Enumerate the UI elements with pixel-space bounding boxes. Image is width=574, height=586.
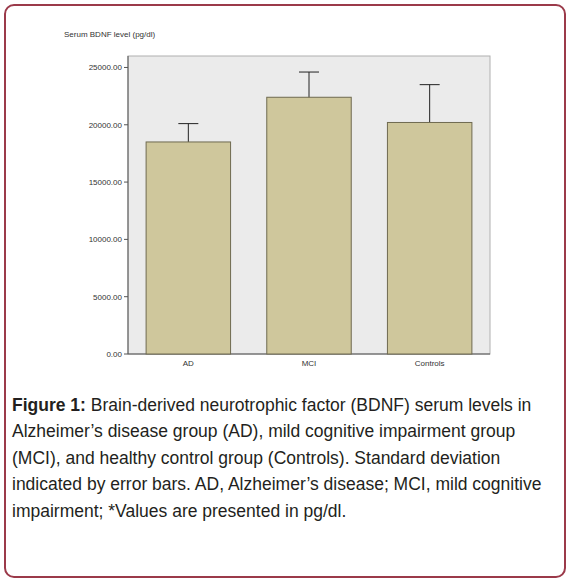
y-tick <box>124 354 128 355</box>
caption-label: Figure 1: <box>12 395 86 415</box>
y-tick <box>124 296 128 297</box>
y-tick-label: 5000.00 <box>93 293 122 302</box>
bar <box>267 97 351 354</box>
bar <box>146 142 230 354</box>
x-tick-label: AD <box>183 359 194 368</box>
y-axis-label: Serum BDNF level (pg/dl) <box>64 30 155 39</box>
plot-background <box>128 56 490 354</box>
y-tick-label: 0.00 <box>106 350 122 359</box>
y-tick-label: 15000.00 <box>89 178 123 187</box>
bar <box>387 122 471 354</box>
y-tick <box>124 239 128 240</box>
x-tick-label: Controls <box>415 359 445 368</box>
y-tick <box>124 182 128 183</box>
y-tick <box>124 124 128 125</box>
x-tick-label: MCI <box>302 359 317 368</box>
caption: Figure 1: Brain-derived neurotrophic fac… <box>12 392 560 524</box>
chart: Serum BDNF level (pg/dl) 0.00 5000.00 10000… <box>0 0 574 390</box>
y-tick-label: 10000.00 <box>89 235 123 244</box>
y-tick-label: 25000.00 <box>89 63 123 72</box>
error-cap <box>178 123 198 124</box>
y-tick-label: 20000.00 <box>89 121 123 130</box>
y-tick <box>124 67 128 68</box>
y-axis-line <box>128 56 129 354</box>
error-cap <box>299 72 319 73</box>
error-cap <box>420 84 440 85</box>
caption-text: Brain-derived neurotrophic factor (BDNF)… <box>12 395 541 521</box>
